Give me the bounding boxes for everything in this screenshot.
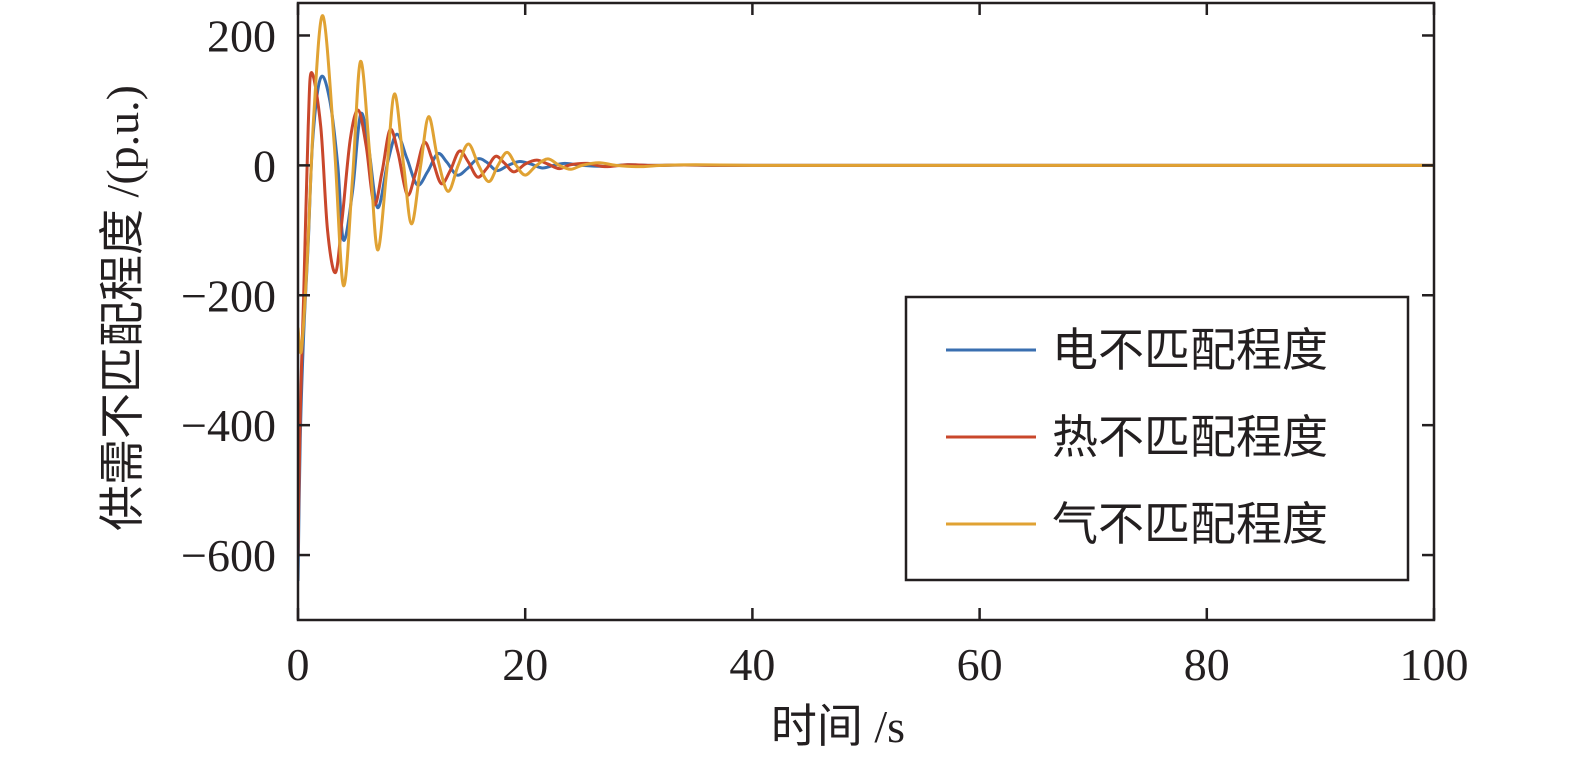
x-tick-label: 20: [502, 639, 548, 690]
y-tick-label: 0: [253, 140, 276, 191]
y-tick-label: −400: [181, 400, 276, 451]
x-tick-label: 100: [1400, 639, 1469, 690]
y-tick-label: 200: [207, 10, 276, 61]
y-tick-label: −600: [181, 530, 276, 581]
legend-label-1: 电不匹配程度: [1052, 325, 1328, 376]
x-tick-label: 0: [287, 639, 310, 690]
y-axis-label: 供需不匹配程度 /(p.u.): [97, 85, 148, 531]
series-lines: [298, 14, 1434, 582]
x-axis-label: 时间 /s: [771, 701, 905, 752]
plot-frame: [296, 1, 1436, 622]
x-tick-label: 60: [957, 639, 1003, 690]
x-tick-label: 80: [1184, 639, 1230, 690]
legend-label-2: 热不匹配程度: [1052, 412, 1328, 463]
axis-ticks: 0 20 40 60 80 100 200 0 −200 −400 −600: [181, 3, 1469, 690]
legend-label-3: 气不匹配程度: [1052, 499, 1328, 550]
x-tick-label: 40: [729, 639, 775, 690]
series-line-3: [298, 14, 1434, 355]
series-line-2: [298, 70, 1434, 556]
y-tick-label: −200: [181, 270, 276, 321]
